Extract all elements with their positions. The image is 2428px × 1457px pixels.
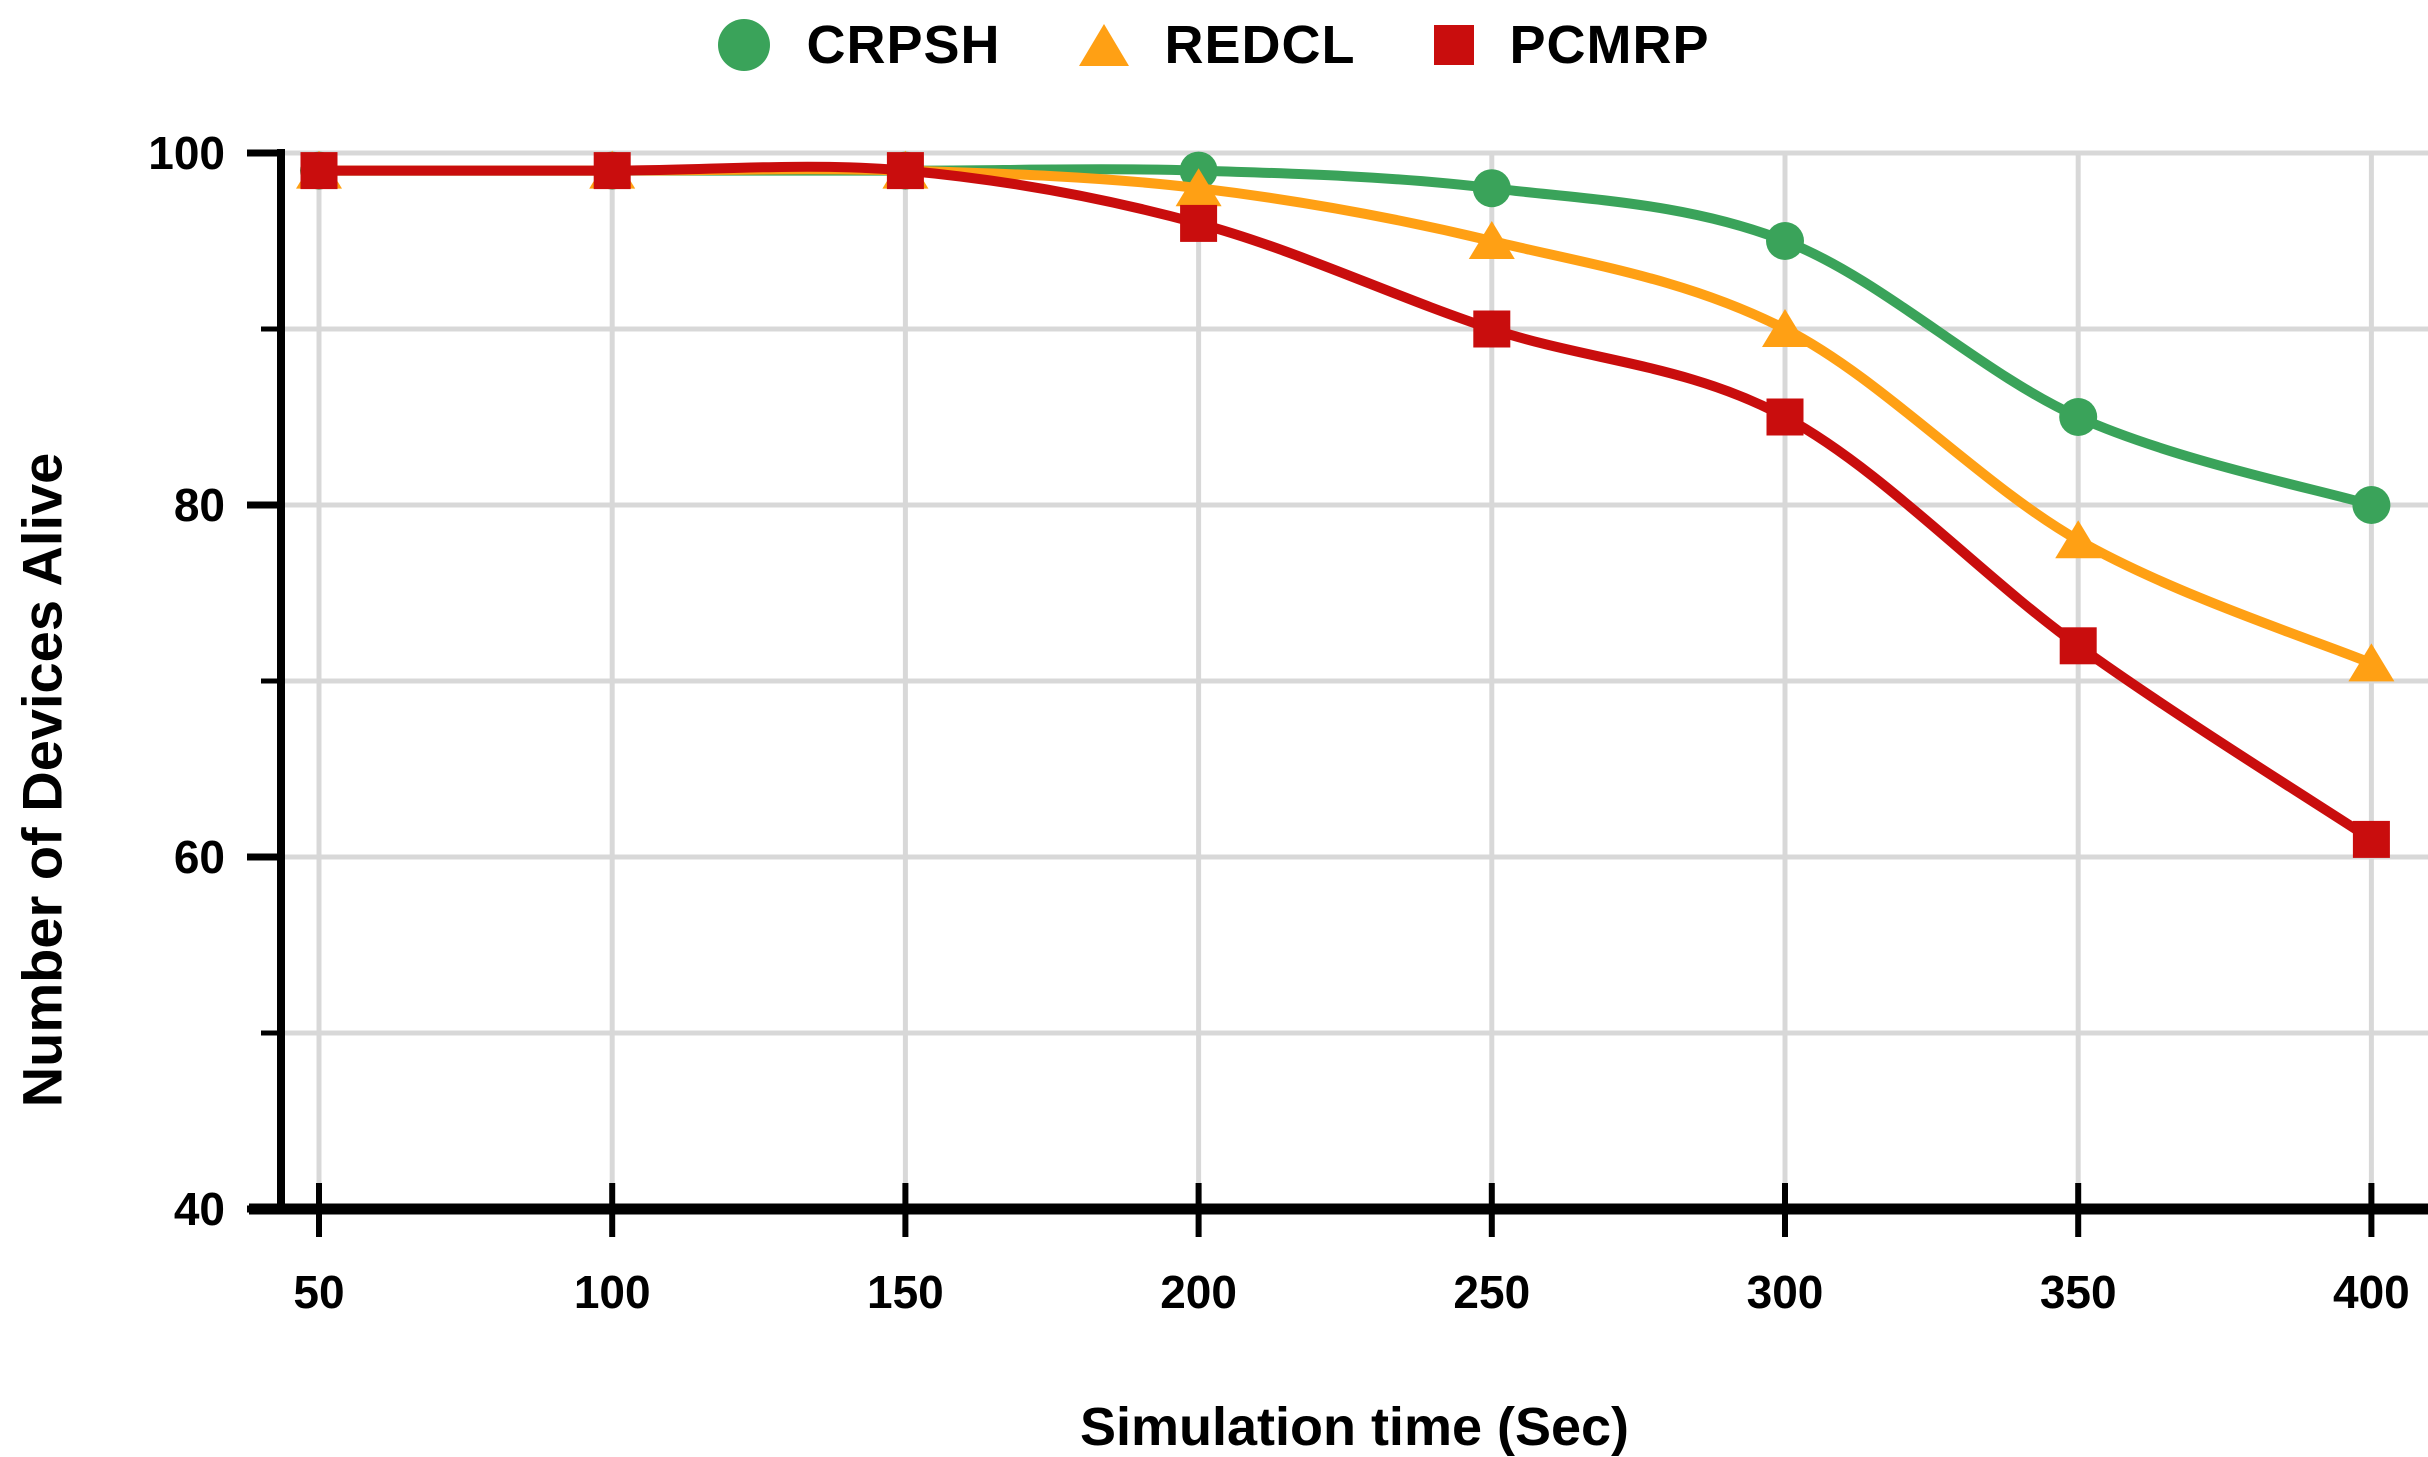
- triangle-marker: [1175, 168, 1222, 207]
- x-tick-label: 350: [2040, 1266, 2117, 1318]
- square-marker: [2059, 627, 2097, 665]
- pcmrp-line: [314, 161, 2377, 845]
- square-marker: [1180, 204, 1218, 242]
- y-axis-title: Number of Devices Alive: [10, 452, 74, 1108]
- triangle-marker: [2055, 520, 2102, 559]
- legend-item-redcl: REDCL: [1078, 14, 1356, 76]
- square-marker: [300, 152, 338, 190]
- legend-label-redcl: REDCL: [1164, 15, 1356, 75]
- circle-marker: [1472, 169, 1511, 208]
- tick-labels: 40 60 80 100 50 100 150 200 250 300 350 400: [148, 127, 2410, 1318]
- legend-item-crpsh: CRPSH: [718, 14, 1000, 76]
- square-marker: [1766, 398, 1804, 436]
- legend: CRPSH REDCL PCMRP: [0, 14, 2428, 76]
- x-tick-label: 300: [1747, 1266, 1824, 1318]
- crpsh-circle-icon: [718, 19, 771, 71]
- y-tick-label: 60: [174, 831, 225, 883]
- triangle-marker: [1468, 221, 1515, 259]
- triangle-marker: [2348, 643, 2395, 682]
- gridlines: [281, 150, 2428, 1209]
- series-pcmrp: [300, 152, 2390, 858]
- pcmrp-square-icon: [1433, 25, 1474, 65]
- redcl-triangle-icon: [1078, 24, 1129, 66]
- triangle-marker: [1762, 309, 1808, 347]
- square-marker: [593, 152, 631, 190]
- circle-marker: [1766, 222, 1804, 260]
- y-tick-label: 40: [174, 1183, 225, 1235]
- legend-label-crpsh: CRPSH: [806, 15, 1001, 75]
- circle-marker: [2059, 398, 2098, 436]
- y-tick-label: 80: [174, 479, 225, 531]
- x-tick-label: 200: [1160, 1266, 1237, 1318]
- x-tick-label: 100: [574, 1266, 651, 1318]
- legend-item-pcmrp: PCMRP: [1433, 14, 1710, 76]
- y-tick-label: 100: [148, 127, 225, 179]
- x-tick-label: 250: [1453, 1266, 1530, 1318]
- x-tick-label: 150: [867, 1266, 944, 1318]
- x-tick-label: 400: [2333, 1266, 2410, 1318]
- square-marker: [2352, 820, 2390, 858]
- square-marker: [886, 152, 924, 190]
- circle-marker: [2352, 486, 2391, 524]
- square-marker: [1473, 310, 1511, 348]
- crpsh-line: [314, 164, 2377, 510]
- x-axis-title: Simulation time (Sec): [1079, 1397, 1630, 1457]
- legend-label-pcmrp: PCMRP: [1509, 15, 1710, 75]
- axes: [247, 149, 2428, 1237]
- x-tick-label: 50: [293, 1266, 344, 1318]
